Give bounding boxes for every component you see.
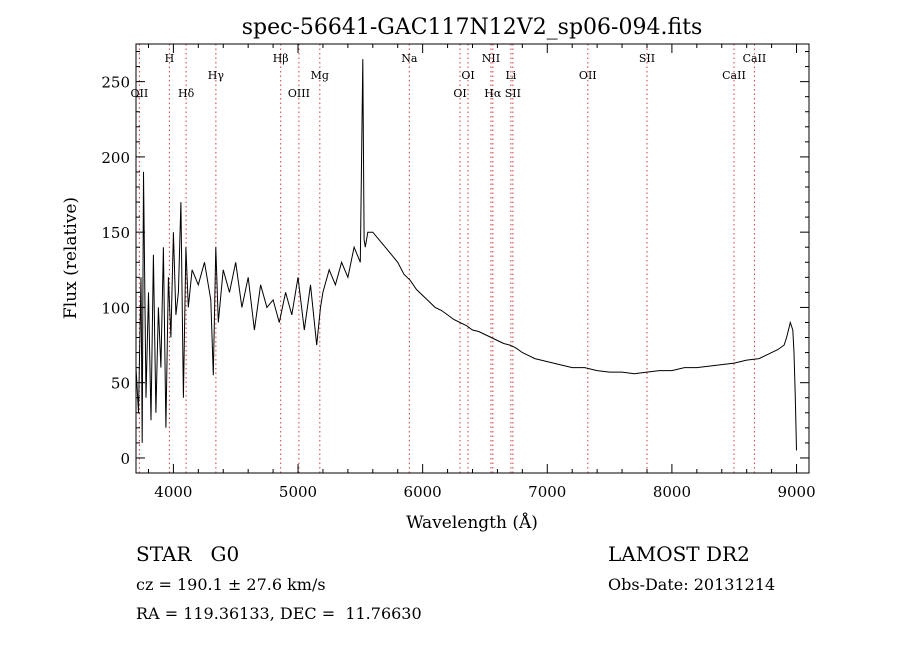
x-axis-label: Wavelength (Å) — [406, 512, 538, 533]
marker-label-14: OII — [579, 69, 597, 82]
obs-date: 20131214 — [693, 575, 776, 594]
marker-label-17: CaII — [743, 52, 767, 65]
spectrum-series — [135, 59, 797, 451]
dec-value: 11.76630 — [345, 604, 422, 623]
marker-label-3: Hγ — [208, 69, 225, 82]
x-tick-label-4000: 4000 — [154, 483, 192, 501]
marker-label-5: OIII — [288, 87, 310, 100]
axes: 4000 5000 6000 7000 8000 9000 0 50 100 150 200 250 — [101, 44, 816, 501]
y-axis-label: Flux (relative) — [61, 197, 81, 319]
x-tick-label-8000: 8000 — [653, 483, 691, 501]
marker-label-12: Li — [505, 69, 516, 82]
cz-error: 27.6 km/s — [246, 575, 326, 594]
chart-title: spec-56641-GAC117N12V2_sp06-094.fits — [242, 15, 703, 40]
marker-label-6: Mg — [311, 69, 329, 82]
class-label: STAR — [136, 542, 192, 566]
marker-label-13: SII — [505, 87, 521, 100]
marker-label-4: Hβ — [273, 52, 289, 65]
marker-label-15: SII — [639, 52, 655, 65]
marker-label-16: CaII — [722, 69, 746, 82]
marker-label-11: Hα — [484, 87, 502, 100]
cz-value: 190.1 — [176, 575, 223, 594]
marker-label-0: OII — [131, 87, 149, 100]
coordinates-line: RA = 119.36133, DEC = 11.76630 — [136, 604, 422, 623]
obs-date-line: Obs-Date: 20131214 — [608, 575, 776, 594]
plot-frame — [135, 43, 810, 474]
ra-value: 119.36133, — [183, 604, 275, 623]
x-tick-label-7000: 7000 — [528, 483, 566, 501]
marker-label-8: OI — [453, 87, 466, 100]
survey-label: LAMOST DR2 — [608, 542, 750, 566]
y-tick-label-50: 50 — [111, 375, 130, 393]
marker-label-7: Na — [401, 52, 418, 65]
marker-label-10: NII — [482, 52, 500, 65]
y-tick-label-100: 100 — [101, 299, 130, 317]
x-tick-label-9000: 9000 — [777, 483, 815, 501]
y-tick-label-250: 250 — [101, 74, 130, 92]
y-tick-label-200: 200 — [101, 149, 130, 167]
marker-label-1: H — [165, 52, 175, 65]
redshift-line: cz = 190.1 ± 27.6 km/s — [136, 575, 326, 594]
object-class: STAR G0 — [136, 542, 239, 566]
subclass-label: G0 — [210, 542, 240, 566]
y-tick-label-150: 150 — [101, 224, 130, 242]
marker-label-9: OI — [461, 69, 474, 82]
x-tick-label-5000: 5000 — [279, 483, 317, 501]
spectrum-line — [135, 59, 797, 451]
x-tick-label-6000: 6000 — [404, 483, 442, 501]
y-tick-label-0: 0 — [120, 450, 130, 468]
marker-label-2: Hδ — [178, 87, 195, 100]
